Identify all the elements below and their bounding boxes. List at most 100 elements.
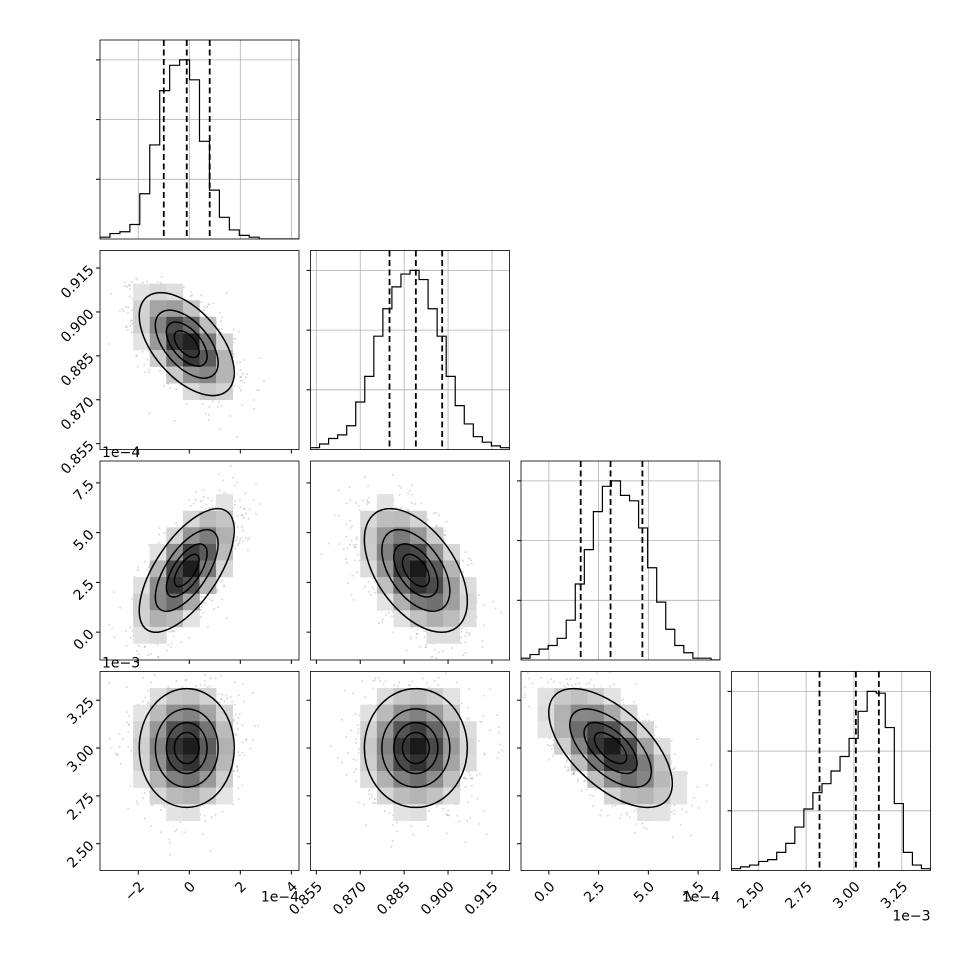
- scatter-point: [252, 398, 255, 401]
- density-cell: [426, 610, 444, 628]
- scatter-point: [205, 503, 208, 506]
- contour-line: [381, 528, 451, 612]
- scatter-point: [147, 689, 150, 692]
- scatter-point: [237, 330, 240, 333]
- scatter-point: [204, 673, 207, 676]
- scatter-point: [235, 481, 238, 484]
- scatter-point: [191, 293, 194, 296]
- scatter-point: [241, 540, 244, 543]
- axes-frame: [99, 39, 300, 240]
- scatter-point: [172, 629, 175, 632]
- scatter-point: [246, 549, 249, 552]
- scatter-point: [345, 523, 348, 526]
- scatter-point: [349, 498, 352, 501]
- scatter-point: [239, 375, 242, 378]
- density-cell: [376, 510, 394, 528]
- scatter-point: [245, 373, 248, 376]
- scatter-point: [234, 733, 237, 736]
- histogram-panel-2: [306, 250, 510, 450]
- scatter-point: [464, 628, 467, 631]
- scatter-point: [128, 295, 131, 298]
- scatter-point: [176, 524, 179, 527]
- scatter-point: [200, 595, 203, 598]
- scatter-point: [192, 502, 195, 505]
- scatter-point: [424, 643, 427, 646]
- scatter-point: [147, 349, 150, 352]
- scatter-point: [410, 501, 413, 504]
- scatter-point: [409, 635, 412, 638]
- scatter-point: [220, 404, 223, 407]
- scatter-point: [236, 544, 239, 547]
- scatter-point: [166, 649, 169, 652]
- scatter-point: [413, 502, 416, 505]
- axes-frame: [731, 671, 931, 871]
- scatter-point: [410, 493, 413, 496]
- scatter-point: [400, 506, 403, 509]
- scatter-point: [129, 320, 132, 323]
- scatter-panel-4-1: [96, 671, 300, 875]
- scatter-point: [367, 484, 370, 487]
- scatter-point: [467, 674, 469, 676]
- scatter-point: [424, 646, 427, 649]
- scatter-point: [148, 371, 151, 374]
- density-cell: [410, 560, 427, 578]
- scatter-point: [368, 590, 371, 593]
- scatter-point: [468, 634, 471, 637]
- scatter-point: [223, 585, 226, 588]
- scatter-point: [256, 389, 259, 392]
- scatter-point: [425, 646, 428, 649]
- scatter-point: [158, 370, 161, 373]
- scatter-point: [241, 751, 244, 754]
- scatter-point: [258, 389, 261, 392]
- scatter-point: [218, 328, 221, 331]
- scatter-point: [459, 642, 462, 645]
- histogram-panel-3: [517, 460, 721, 661]
- scatter-point: [131, 597, 134, 600]
- scatter-point: [157, 541, 160, 544]
- scatter-point: [135, 276, 138, 279]
- density-cell: [166, 350, 184, 367]
- density-cell: [182, 593, 200, 611]
- scatter-point: [470, 559, 473, 562]
- scatter-point: [415, 632, 418, 635]
- density-cell: [199, 333, 217, 351]
- density-cell: [166, 577, 184, 594]
- scatter-point: [175, 828, 178, 831]
- scatter-point: [218, 489, 221, 492]
- scatter-point: [202, 611, 205, 614]
- scatter-point: [239, 537, 242, 540]
- scatter-point: [218, 428, 221, 431]
- scatter-point: [144, 645, 147, 648]
- scatter-point: [211, 302, 214, 305]
- scatter-point: [232, 341, 235, 344]
- scatter-point: [252, 499, 255, 502]
- scatter-point: [237, 525, 240, 528]
- scatter-point: [220, 316, 223, 319]
- scatter-point: [125, 306, 128, 309]
- contour-line: [154, 528, 219, 612]
- histogram-panel-1: [96, 39, 300, 240]
- scatter-point: [245, 739, 248, 742]
- scatter-point: [338, 514, 341, 517]
- scatter-point: [423, 636, 426, 639]
- scatter-point: [350, 539, 353, 542]
- axes-frame: [99, 460, 300, 661]
- scatter-point: [415, 636, 418, 639]
- scatter-point: [190, 291, 193, 294]
- scatter-point: [370, 594, 373, 597]
- scatter-panel-2-1: [96, 250, 300, 454]
- scatter-panel-3-2: [306, 460, 510, 676]
- scatter-point: [148, 544, 151, 547]
- contour-line: [165, 321, 208, 367]
- scatter-point: [163, 531, 166, 534]
- scatter-point: [128, 284, 131, 287]
- scatter-point: [356, 571, 359, 574]
- scatter-point: [477, 593, 480, 596]
- scatter-point: [113, 636, 116, 639]
- scatter-point: [239, 389, 242, 392]
- scatter-point: [464, 635, 467, 638]
- density-cell: [133, 333, 151, 351]
- scatter-point: [327, 542, 330, 545]
- scatter-point: [216, 405, 219, 408]
- scatter-point: [127, 283, 130, 286]
